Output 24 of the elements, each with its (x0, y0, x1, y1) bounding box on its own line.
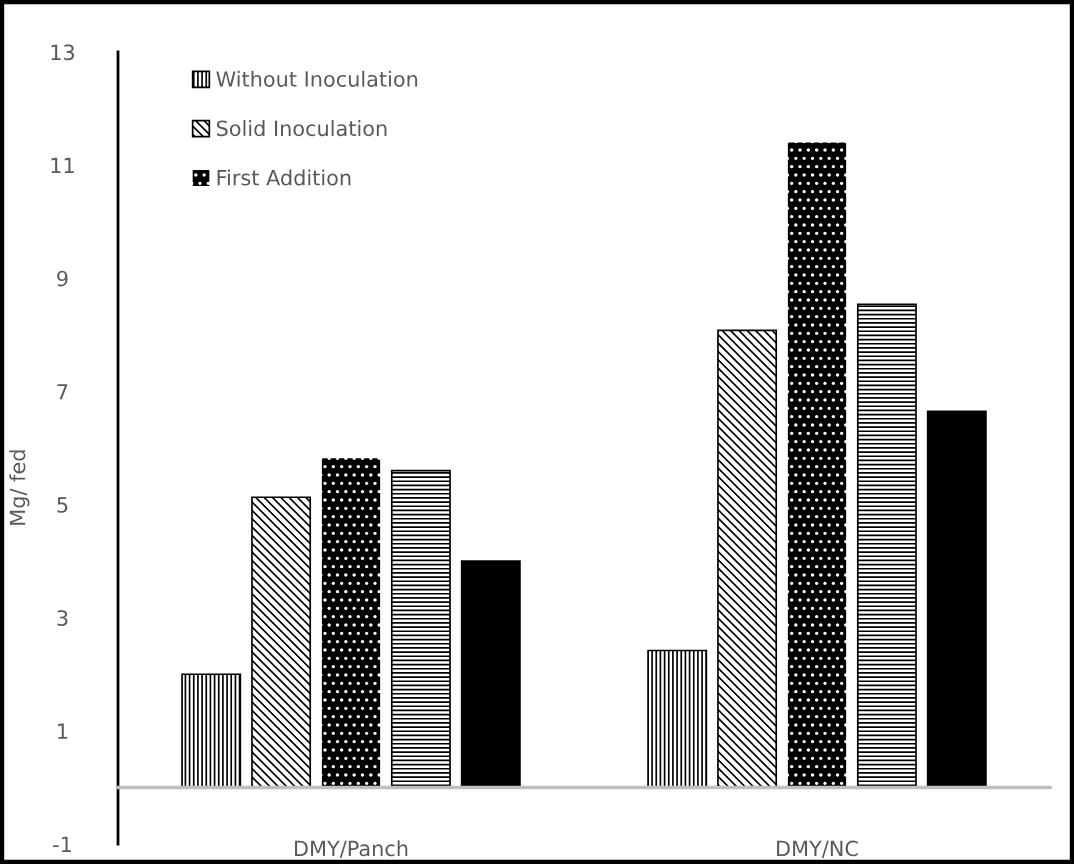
bar (926, 410, 987, 789)
y-tick-label: 11 (51, 157, 74, 174)
bar (181, 673, 242, 789)
legend-label: Solid Inoculation (216, 120, 387, 137)
legend-label: Without Inoculation (216, 70, 418, 87)
bar (647, 649, 708, 789)
y-tick-label: 7 (57, 384, 68, 400)
bar (856, 303, 917, 789)
x-tick-label: DMY/NC (777, 840, 858, 858)
y-tick-label: 5 (57, 497, 68, 513)
bar (251, 496, 312, 789)
y-tick-label: 9 (57, 270, 68, 287)
bar (717, 329, 778, 789)
legend-label: First Addition (217, 169, 351, 186)
y-tick-label: 13 (51, 44, 75, 61)
y-tick-label: -1 (53, 836, 71, 852)
y-tick-label: 1 (58, 723, 68, 739)
y-axis-title: Mg/ fed (9, 450, 30, 525)
bar (460, 560, 521, 789)
y-tick-label: 3 (57, 610, 68, 626)
bar (321, 458, 381, 788)
bar (390, 469, 451, 789)
x-tick-label: DMY/Panch (295, 840, 408, 858)
bar (787, 142, 847, 788)
